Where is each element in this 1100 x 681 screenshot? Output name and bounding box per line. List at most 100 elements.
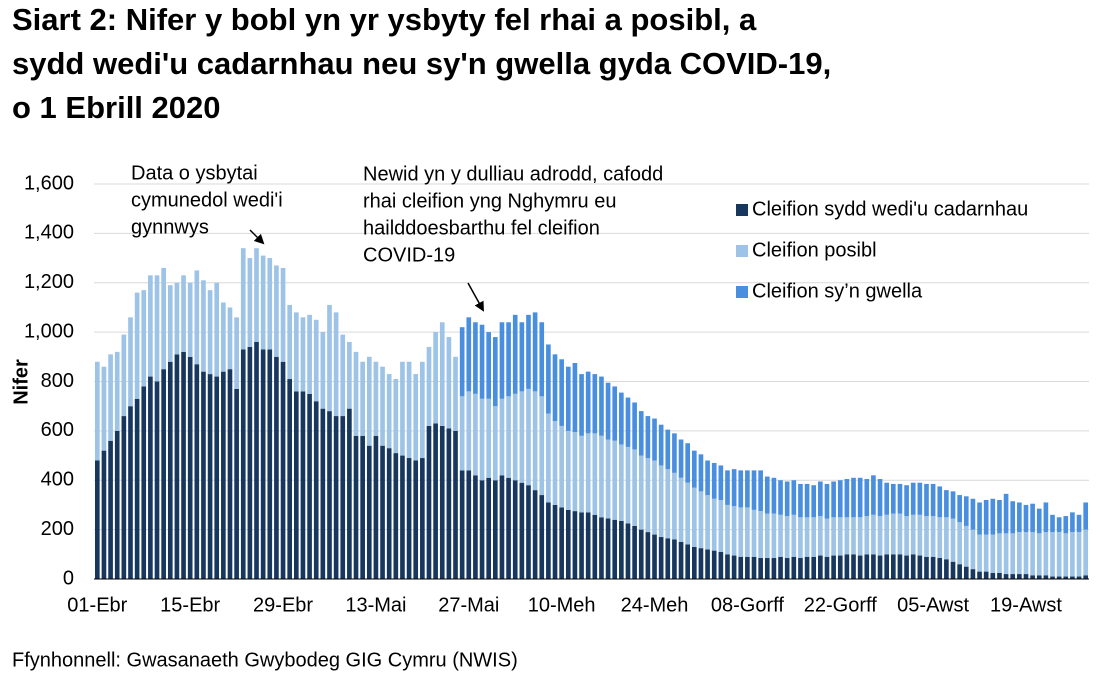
bar-segment [1076,576,1082,579]
bar-segment [1010,533,1016,575]
bar-segment [798,558,803,579]
x-tick-label: 15-Ebr [160,594,220,616]
bar-segment [784,516,790,559]
bar-segment [997,533,1002,573]
bar-segment [267,349,273,579]
bar-segment [871,554,876,579]
bar-segment [360,435,365,579]
bar-segment [824,518,830,557]
bar-segment [851,477,856,518]
bar-segment [857,517,863,556]
bar-segment [731,555,737,579]
bar-segment [904,485,909,517]
bar-segment [592,514,598,579]
x-tick-label: 29-Ebr [253,594,313,616]
bar-segment [731,506,737,556]
bar-segment [1030,532,1035,576]
bar-segment [983,534,989,572]
bar-segment [718,465,724,500]
y-tick-label: 1,600 [24,172,74,194]
bar-segment [327,411,332,579]
bar-segment [293,312,299,392]
y-tick-label: 800 [41,370,74,392]
chart-title: o 1 Ebrill 2020 [12,90,221,125]
bars [94,248,1089,579]
bar-segment [121,416,127,579]
bar-segment [983,500,989,535]
bar-segment [453,430,458,579]
bar-segment [327,304,332,412]
bar-segment [181,351,186,579]
source: Ffynhonnell: Gwasanaeth Gwybodeg GIG Cym… [12,649,518,671]
bar-segment [1017,502,1022,533]
bar-segment [625,446,631,524]
bar-segment [917,514,923,556]
bar-segment [685,482,691,545]
bar-segment [678,439,684,478]
legend-swatch [736,204,748,216]
bar-segment [492,337,498,407]
bar-segment [1063,516,1069,534]
bar-segment [957,522,962,565]
bar-segment [665,538,671,579]
bar-segment [804,517,810,557]
bar-segment [280,361,286,579]
bar-segment [234,388,239,579]
x-tick-label: 10-Meh [528,594,596,616]
bar-segment [101,450,107,579]
bar-segment [114,351,120,431]
bar-segment [393,379,399,454]
bar-segment [512,393,518,481]
bar-segment [393,453,399,579]
bar-segment [864,479,870,517]
bar-segment [519,482,525,579]
bar-segment [227,307,233,370]
y-tick-label: 1,000 [24,320,74,342]
bar-segment [612,519,618,579]
bar-segment [141,290,147,387]
bar-segment [1056,517,1062,533]
bar-segment [910,554,916,579]
bar-segment [864,516,870,555]
bar-segment [565,509,571,579]
bar-segment [400,455,405,579]
bar-segment [353,351,359,436]
bar-segment [526,314,531,389]
bar-segment [632,449,637,526]
bar-segment [1017,574,1022,579]
bar-segment [725,554,730,579]
bar-segment [214,376,220,579]
bar-segment [486,332,492,399]
bar-segment [333,416,339,579]
bar-segment [897,483,903,514]
bar-segment [977,534,982,572]
bar-segment [333,312,339,417]
bar-segment [605,382,611,440]
bar-segment [698,548,704,579]
bar-segment [1083,529,1089,576]
bar-segment [738,507,744,557]
bar-segment [1003,493,1009,534]
bar-segment [784,481,790,517]
bar-segment [1036,533,1042,576]
bar-segment [685,544,691,579]
bar-segment [254,248,259,342]
bar-segment [492,406,498,481]
annotation: cymunedol wedi'i [131,189,283,211]
legend-label: Cleifion sy’n gwella [752,280,923,302]
bar-segment [638,411,644,456]
bar-segment [167,361,173,579]
arrow [249,229,265,245]
bar-segment [625,397,631,447]
bar-segment [904,555,909,579]
bar-segment [970,498,976,530]
bar-segment [665,469,671,539]
bar-segment [831,517,836,556]
bar-segment [1023,504,1029,533]
bar-segment [970,569,976,579]
bar-segment [108,354,113,441]
bar-segment [665,429,671,470]
bar-segment [851,517,856,555]
bar-segment [439,425,445,579]
bar-segment [844,554,850,579]
